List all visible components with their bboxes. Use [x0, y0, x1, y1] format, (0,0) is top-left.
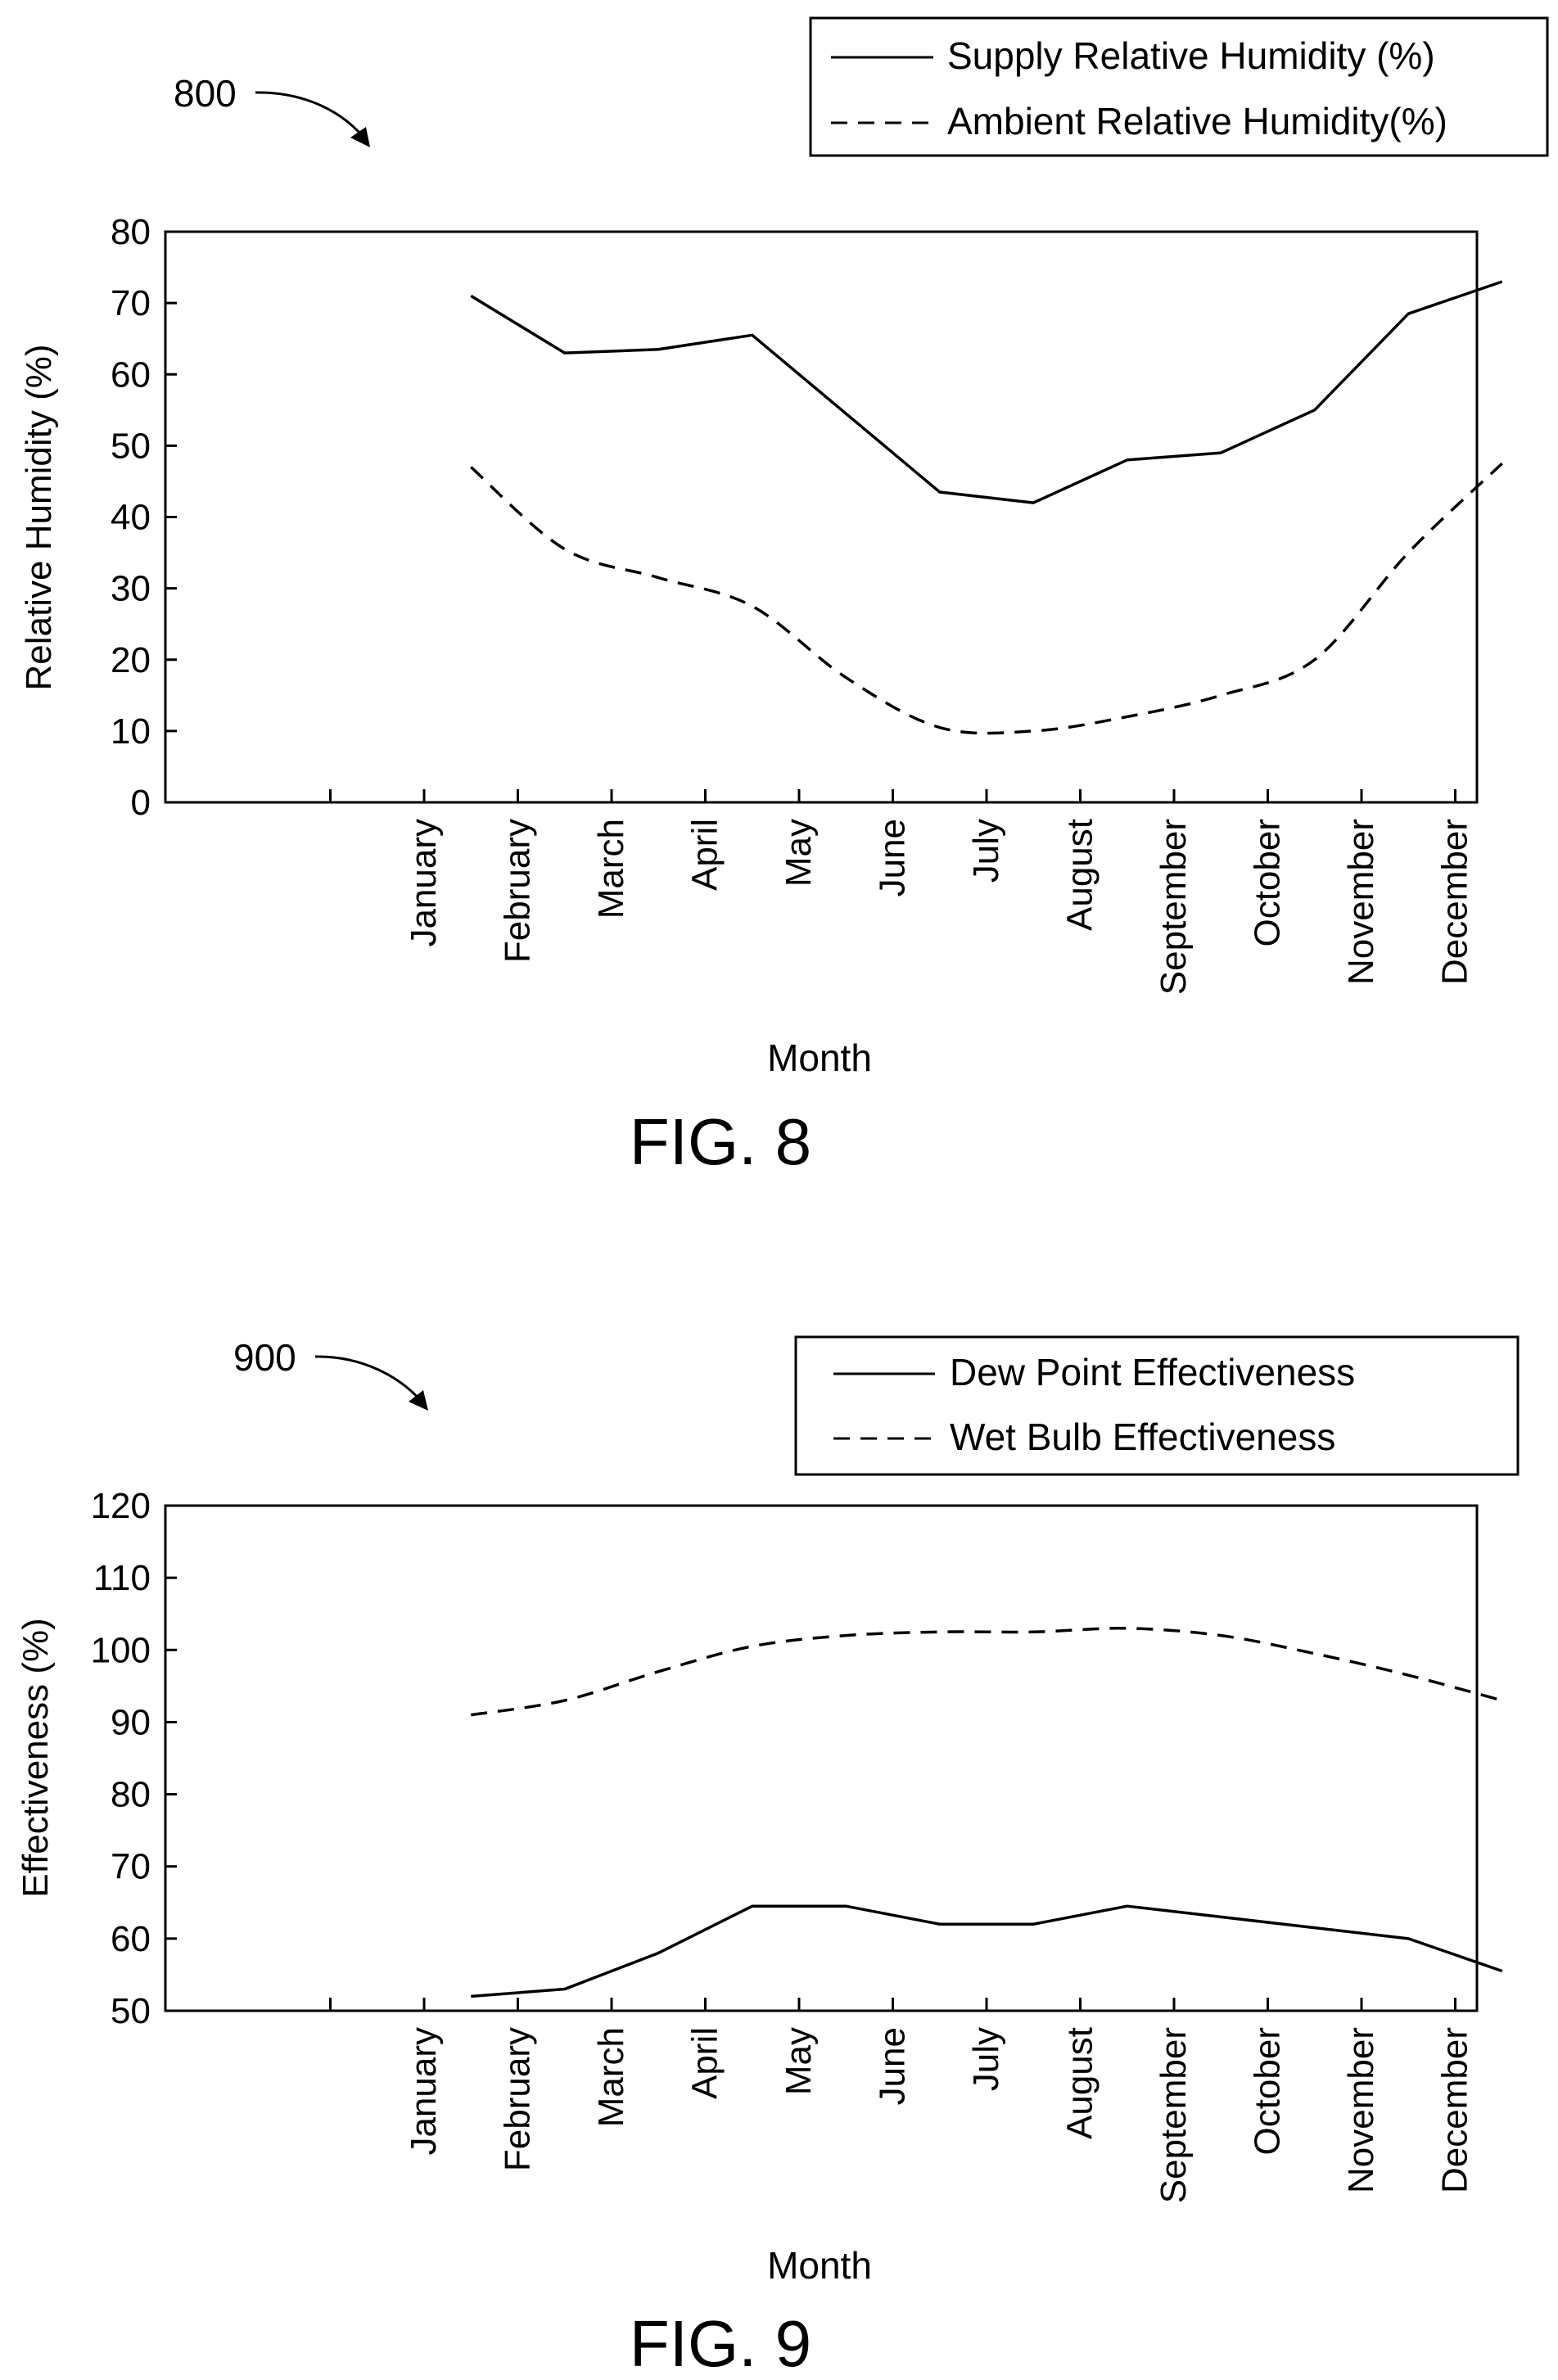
fig9-series-solid-line	[471, 1904, 1503, 1998]
fig9-legend-box	[794, 1335, 1520, 1476]
fig9-legend-label-1: Wet Bulb Effectiveness	[950, 1416, 1335, 1458]
fig8-x-tick-label: August	[1060, 819, 1100, 931]
fig9-plot-area	[164, 1504, 1479, 2012]
fig8-x-tick-label: September	[1154, 819, 1194, 995]
fig9-ref-number: 900	[233, 1336, 296, 1379]
fig8-y-tick-label: 80	[111, 212, 151, 252]
fig9-x-tick-label: March	[591, 2027, 631, 2127]
fig9-x-axis-title: Month	[767, 2244, 872, 2287]
fig8-x-ticks: January February March April May June July Augu…	[329, 789, 1475, 995]
fig8-ref-number: 800	[174, 72, 237, 115]
fig9-ref-arrow	[314, 1355, 427, 1407]
fig8-y-ticks: 0 10 20 30 40 50 60 70 80	[111, 212, 177, 823]
fig8-x-tick-label: June	[873, 819, 913, 896]
fig8-y-tick-label: 30	[111, 569, 151, 609]
fig9-x-tick-label: April	[685, 2027, 725, 2099]
fig9-y-tick-label: 110	[93, 1558, 151, 1598]
fig8-y-tick-label: 50	[111, 426, 151, 466]
fig9-x-tick-label: May	[779, 2027, 819, 2095]
fig8-x-tick-label: May	[779, 819, 819, 887]
fig8-x-tick-label: December	[1435, 819, 1475, 985]
fig8-y-tick-label: 70	[111, 283, 151, 323]
fig8-x-tick-label: October	[1248, 819, 1288, 947]
fig9-x-tick-label: June	[873, 2027, 913, 2105]
fig9-x-tick-label: February	[498, 2027, 538, 2171]
fig8-ref-arrowhead	[350, 127, 370, 147]
fig8-y-tick-label: 0	[131, 783, 151, 823]
fig8-chart: 800 Supply Relative Humidity (%) Ambient…	[19, 16, 1549, 1178]
fig9-y-axis-title: Effectiveness (%)	[16, 1618, 56, 1898]
fig9-y-tick-label: 60	[111, 1919, 151, 1959]
fig9-legend-label-0: Dew Point Effectiveness	[950, 1351, 1355, 1393]
fig8-y-tick-label: 10	[111, 711, 151, 752]
fig9-ref-arrowhead	[409, 1390, 428, 1411]
fig8-y-tick-label: 20	[111, 640, 151, 680]
fig8-caption: FIG. 8	[630, 1105, 811, 1178]
fig9-caption: FIG. 9	[630, 2307, 811, 2380]
fig8-x-tick-label: February	[498, 819, 538, 963]
fig9-series-dashed-line	[470, 1627, 1503, 1717]
fig9-series	[470, 1627, 1503, 1998]
fig9-chart: 900 Dew Point Effectiveness Wet Bulb Eff…	[16, 1335, 1520, 2380]
fig8-x-tick-label: April	[685, 819, 725, 891]
fig9-x-tick-label: October	[1248, 2027, 1288, 2156]
fig9-y-tick-label: 100	[91, 1630, 151, 1670]
fig9-y-tick-label: 80	[111, 1775, 151, 1815]
fig8-y-axis-title: Relative Humidity (%)	[19, 345, 59, 691]
fig9-y-tick-label: 70	[111, 1847, 151, 1887]
fig8-x-tick-label: January	[404, 819, 444, 947]
fig9-y-tick-label: 120	[91, 1486, 151, 1526]
fig9-x-tick-label: September	[1154, 2027, 1194, 2203]
fig9-x-tick-label: December	[1435, 2027, 1475, 2193]
fig8-legend-box	[809, 16, 1549, 157]
fig8-y-tick-label: 40	[111, 498, 151, 538]
fig9-x-tick-label: January	[404, 2027, 444, 2156]
fig9-y-ticks: 50 60 70 80 90 100 110 120	[91, 1486, 177, 2031]
fig9-x-tick-label: November	[1341, 2027, 1381, 2193]
fig8-legend-label-0: Supply Relative Humidity (%)	[947, 34, 1435, 77]
fig8-y-tick-label: 60	[111, 355, 151, 395]
fig9-x-tick-label: July	[966, 2027, 1006, 2091]
fig8-ref-arrow	[255, 91, 370, 144]
fig9-y-tick-label: 50	[111, 1991, 151, 2031]
fig9-x-ticks: January February March April May June July Augu…	[329, 1998, 1475, 2203]
fig8-x-axis-title: Month	[767, 1036, 872, 1079]
fig8-series	[470, 280, 1503, 735]
fig9-x-tick-label: August	[1060, 2027, 1100, 2139]
fig8-series-dashed-line	[470, 462, 1503, 735]
fig8-x-tick-label: July	[966, 819, 1006, 883]
fig9-y-tick-label: 90	[111, 1702, 151, 1742]
fig8-x-tick-label: November	[1341, 819, 1381, 985]
fig8-x-tick-label: March	[591, 819, 631, 919]
fig8-plot-area	[164, 230, 1479, 804]
fig8-legend-label-1: Ambient Relative Humidity(%)	[947, 100, 1447, 142]
fig8-series-solid-line	[470, 280, 1503, 504]
